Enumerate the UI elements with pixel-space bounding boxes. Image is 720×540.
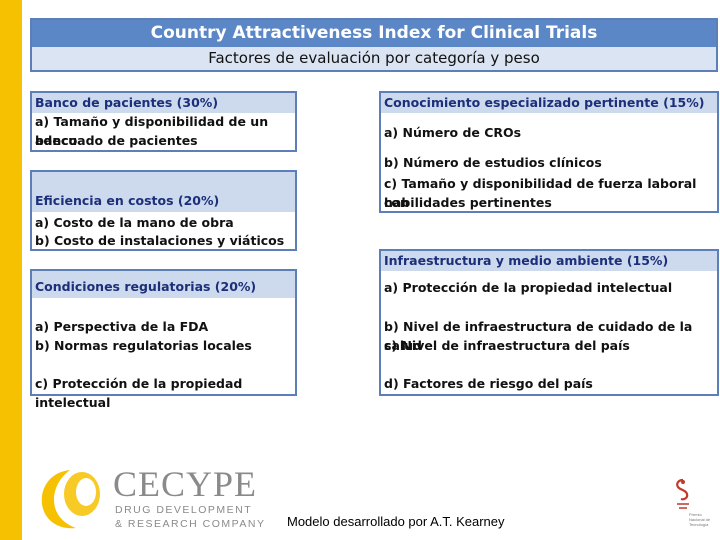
category-item: a) Protección de la propiedad intelectua… [384,280,673,295]
category-title: Banco de pacientes (30%) [32,93,295,113]
side-bar-separator [22,0,25,540]
category-item: b) Normas regulatorias locales [35,338,252,353]
category-item: a) Número de CROs [384,125,522,140]
category-box-condiciones-regulatorias: Condiciones regulatorias (20%) a) Perspe… [30,269,297,410]
category-item: d) Factores de riesgo del país [384,376,593,391]
category-title: Conocimiento especializado pertinente (1… [381,93,717,113]
cecype-logo-subtitle: DRUG DEVELOPMENT & RESEARCH COMPANY [115,503,266,531]
category-item: a) Perspectiva de la FDA [35,319,209,334]
accent-side-bar [0,0,22,540]
category-item: b) Nivel de infraestructura de cuidado d… [384,319,693,353]
category-item: a) Costo de la mano de obra [35,215,234,230]
category-item: b) Número de estudios clínicos [384,155,602,170]
category-box-infraestructura: Infraestructura y medio ambiente (15%) a… [379,249,719,396]
category-box-conocimiento-especializado: Conocimiento especializado pertinente (1… [379,91,719,213]
category-title: Infraestructura y medio ambiente (15%) [381,251,717,271]
category-item: c) Nivel de infraestructura del país [384,338,630,353]
category-title: Eficiencia en costos (20%) [32,172,295,212]
footer-caption: Modelo desarrollado por A.T. Kearney [287,514,505,529]
cecype-logo-name: CECYPE [113,464,258,504]
cecype-logo-subtitle-line: & RESEARCH COMPANY [115,518,266,530]
category-item: c) Protección de la propiedad intelectua… [35,376,243,410]
category-item: c) Tamaño y disponibilidad de fuerza lab… [384,176,697,210]
cecype-logo-subtitle-line: DRUG DEVELOPMENT [115,504,253,516]
page-title: Country Attractiveness Index for Clinica… [32,20,716,47]
category-box-banco-pacientes: Banco de pacientes (30%) a) Tamaño y dis… [30,91,297,152]
page-subtitle: Factores de evaluación por categoría y p… [208,49,540,67]
cecype-logo-icon [41,470,100,529]
category-item: b) Costo de instalaciones y viáticos [35,233,285,248]
title-banner: Country Attractiveness Index for Clinica… [30,18,718,72]
award-logo-icon [676,478,689,509]
category-box-eficiencia-costos: Eficiencia en costos (20%) a) Costo de l… [30,170,297,251]
category-title: Condiciones regulatorias (20%) [32,271,295,298]
award-logo-text: Premio Nacional de Tecnología [689,512,711,527]
category-item: habilidades pertinentes [384,195,552,210]
category-item: a) Tamaño y disponibilidad de un banco [35,114,269,148]
category-item: adecuado de pacientes [35,133,198,148]
